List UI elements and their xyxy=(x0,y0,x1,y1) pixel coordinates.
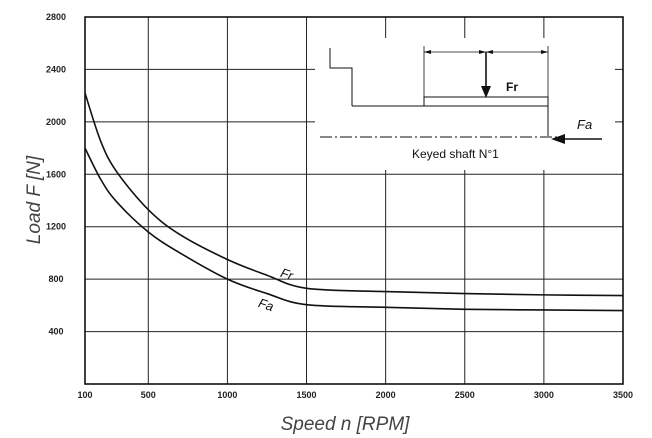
curve-label-fr: Fr xyxy=(279,265,296,283)
x-tick-label: 3000 xyxy=(534,390,554,400)
curve-label-fa: Fa xyxy=(257,295,276,314)
radial-force-label: Fr xyxy=(506,80,518,94)
x-tick-label: 100 xyxy=(77,390,92,400)
axial-force-arrowhead xyxy=(551,134,565,144)
y-tick-label: 1600 xyxy=(46,169,66,179)
dimension-arrow-3 xyxy=(486,50,493,54)
x-tick-label: 1500 xyxy=(297,390,317,400)
x-tick-label: 2000 xyxy=(376,390,396,400)
x-tick-labels: 100 500 1000 1500 2000 2500 3000 3500 xyxy=(77,390,633,400)
y-tick-label: 2000 xyxy=(46,117,66,127)
x-tick-label: 1000 xyxy=(217,390,237,400)
y-tick-label: 1200 xyxy=(46,222,66,232)
y-tick-label: 2800 xyxy=(46,12,66,22)
dimension-arrow-1 xyxy=(424,50,431,54)
x-tick-label: 3500 xyxy=(613,390,633,400)
inset-background xyxy=(315,38,615,170)
inset-caption: Keyed shaft N°1 xyxy=(412,147,499,161)
x-tick-label: 2500 xyxy=(455,390,475,400)
dimension-arrow-4 xyxy=(541,50,548,54)
plot-frame xyxy=(84,16,624,385)
radial-force-arrowhead xyxy=(481,86,491,98)
y-axis-label: Load F [N] xyxy=(24,155,45,244)
axial-force-label: Fa xyxy=(577,117,592,132)
y-tick-label: 400 xyxy=(48,327,63,337)
y-tick-label: 800 xyxy=(48,274,63,284)
y-tick-label: 2400 xyxy=(46,64,66,74)
shaft-shoulder-line xyxy=(329,48,353,106)
series-line-fr xyxy=(84,92,624,297)
x-tick-label: 500 xyxy=(141,390,156,400)
keyed-shaft-inset: Fr Fa Keyed shaft N°1 xyxy=(315,38,615,170)
series-line-fa xyxy=(84,147,624,312)
x-axis-label: Speed n [RPM] xyxy=(281,414,411,435)
y-tick-labels: 400 800 1200 1600 2000 2400 2800 xyxy=(46,12,66,337)
dimension-arrow-2 xyxy=(479,50,486,54)
data-series xyxy=(84,92,624,312)
